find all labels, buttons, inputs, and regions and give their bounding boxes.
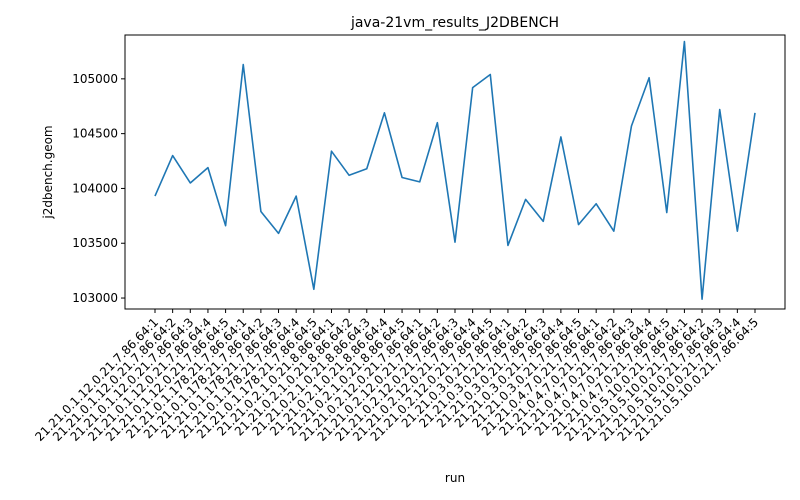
data-point bbox=[154, 195, 156, 197]
series-line-1 bbox=[154, 40, 756, 300]
data-point bbox=[172, 155, 174, 157]
data-point bbox=[507, 245, 509, 247]
data-point bbox=[278, 233, 280, 235]
data-point bbox=[242, 64, 244, 66]
data-point bbox=[295, 195, 297, 197]
data-point bbox=[719, 109, 721, 111]
data-point bbox=[419, 181, 421, 183]
data-point bbox=[454, 241, 456, 243]
data-point bbox=[260, 211, 262, 213]
y-tick-label: 103000 bbox=[72, 291, 118, 305]
data-point bbox=[595, 203, 597, 205]
data-point bbox=[754, 112, 756, 114]
data-point bbox=[525, 199, 527, 201]
data-point bbox=[578, 224, 580, 226]
y-tick-label: 103500 bbox=[72, 236, 118, 250]
data-point bbox=[331, 150, 333, 152]
x-axis: 21.21.0.1.12.0.21.7.86.64:121.21.0.1.12.… bbox=[32, 309, 761, 444]
data-point bbox=[737, 230, 739, 232]
data-point bbox=[701, 298, 703, 300]
data-point bbox=[313, 288, 315, 290]
data-point bbox=[648, 77, 650, 79]
y-tick-label: 105000 bbox=[72, 72, 118, 86]
data-point bbox=[401, 177, 403, 179]
data-point bbox=[613, 230, 615, 232]
data-point bbox=[560, 136, 562, 138]
data-point bbox=[348, 174, 350, 176]
data-point bbox=[437, 122, 439, 124]
y-axis-title: j2dbench.geom bbox=[41, 125, 55, 219]
data-point bbox=[684, 41, 686, 43]
data-point bbox=[542, 221, 544, 223]
y-tick-label: 104500 bbox=[72, 127, 118, 141]
series-layer bbox=[154, 40, 756, 300]
y-tick-label: 104000 bbox=[72, 181, 118, 195]
data-point bbox=[189, 182, 191, 184]
data-point bbox=[207, 167, 209, 169]
y-axis: 103000 103500 104000 104500 105000 bbox=[72, 72, 125, 305]
data-point bbox=[384, 112, 386, 114]
data-point bbox=[631, 125, 633, 127]
data-point bbox=[225, 225, 227, 227]
data-point bbox=[666, 212, 668, 214]
x-axis-title: run bbox=[445, 471, 465, 485]
data-point bbox=[366, 168, 368, 170]
data-point bbox=[472, 87, 474, 89]
chart-title: java-21vm_results_J2DBENCH bbox=[350, 15, 559, 31]
data-point bbox=[489, 74, 491, 76]
